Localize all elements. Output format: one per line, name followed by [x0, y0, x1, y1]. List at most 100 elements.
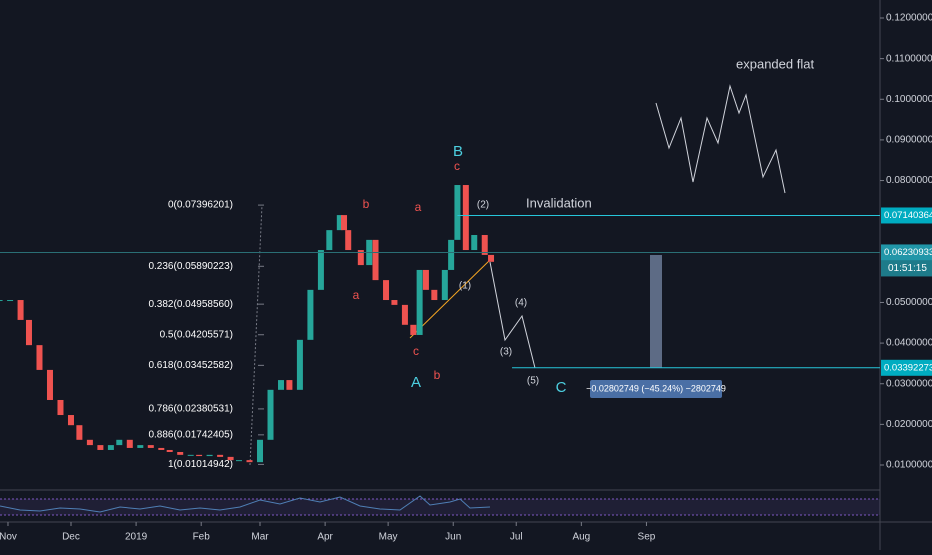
candle	[431, 289, 438, 301]
y-tick-label: 0.01000000	[886, 460, 932, 471]
fib-label: 0(0.07396201)	[168, 200, 233, 211]
wave-label: a	[415, 200, 422, 214]
candle	[454, 185, 461, 240]
candle	[46, 369, 53, 400]
candle	[7, 300, 14, 302]
wave-label: (5)	[527, 376, 539, 387]
candle	[481, 235, 488, 255]
candle	[36, 345, 43, 370]
x-tick-label: May	[379, 532, 398, 543]
x-tick-label: Aug	[572, 532, 590, 543]
x-tick-label: Apr	[317, 532, 333, 543]
candle	[307, 289, 314, 340]
candle	[126, 439, 133, 448]
candle	[236, 460, 243, 462]
candle	[401, 304, 408, 325]
candle	[97, 445, 104, 450]
candle	[462, 185, 469, 251]
fib-trend	[249, 204, 263, 466]
candle	[206, 454, 213, 457]
candle	[317, 250, 324, 290]
expanded-flat-sketch	[655, 84, 786, 194]
x-tick-label: Jul	[510, 532, 523, 543]
measure-box	[590, 380, 722, 398]
candle	[296, 339, 303, 390]
candle	[372, 239, 379, 281]
fib-label: 0.5(0.04205571)	[160, 329, 233, 340]
candle	[76, 425, 83, 440]
fib-label: 0.618(0.03452582)	[148, 360, 233, 371]
candle	[345, 230, 352, 251]
wave-label: c	[454, 159, 460, 173]
fib-label: 0.382(0.04958560)	[148, 299, 233, 310]
level-tag	[881, 359, 932, 376]
candle	[137, 445, 144, 448]
candle	[441, 269, 448, 301]
level-tag	[881, 207, 932, 224]
candle	[326, 230, 333, 251]
x-tick-label: Nov	[0, 532, 17, 543]
candle	[422, 269, 429, 290]
annotation: Invalidation	[526, 195, 592, 210]
candle	[177, 452, 184, 455]
wave-label: A	[411, 374, 421, 391]
x-tick-label: Jun	[445, 532, 461, 543]
candle	[116, 439, 123, 446]
wave-label: (4)	[515, 298, 527, 309]
trendline	[409, 257, 493, 339]
candle	[0, 300, 3, 302]
level-tag-label: 0.06230933	[884, 247, 932, 258]
candle	[471, 235, 478, 251]
wave-label: b	[363, 197, 370, 211]
candle	[278, 380, 285, 390]
wave-label: c	[413, 344, 419, 358]
wave-label: b	[434, 368, 441, 382]
candle	[257, 439, 264, 463]
candle	[448, 239, 455, 270]
candle	[267, 389, 274, 440]
candle	[187, 454, 194, 456]
wave-label: C	[556, 379, 567, 396]
wave-label: a	[353, 288, 360, 302]
candle	[217, 454, 224, 457]
candle	[25, 319, 32, 346]
candle	[336, 215, 343, 231]
candle	[107, 445, 114, 450]
x-tick-label: Feb	[193, 532, 211, 543]
level-tag	[881, 244, 932, 261]
wave-label: (3)	[500, 347, 512, 358]
countdown-tag	[881, 260, 932, 277]
candle	[391, 300, 398, 305]
wave-label: (2)	[477, 200, 489, 211]
candle	[341, 215, 348, 231]
candle	[227, 456, 234, 461]
countdown: 01:51:15	[888, 263, 927, 274]
annotation: expanded flat	[736, 56, 814, 71]
fib-label: 0.886(0.01742405)	[148, 429, 233, 440]
candle	[410, 324, 417, 335]
candle	[57, 399, 64, 416]
candle	[488, 254, 495, 262]
candle	[67, 415, 74, 426]
candle	[196, 454, 203, 457]
candle	[286, 380, 293, 390]
candle	[416, 269, 423, 335]
rsi-band	[0, 499, 880, 515]
x-tick-label: Mar	[251, 532, 269, 543]
candle	[158, 447, 165, 450]
x-tick-label: 2019	[125, 532, 148, 543]
candle	[357, 250, 364, 266]
measure-bar	[650, 255, 662, 368]
measure-label: −0.02802749 (−45.24%) −2802749	[586, 383, 726, 393]
projection	[489, 261, 536, 369]
wave-label: B	[453, 143, 463, 160]
